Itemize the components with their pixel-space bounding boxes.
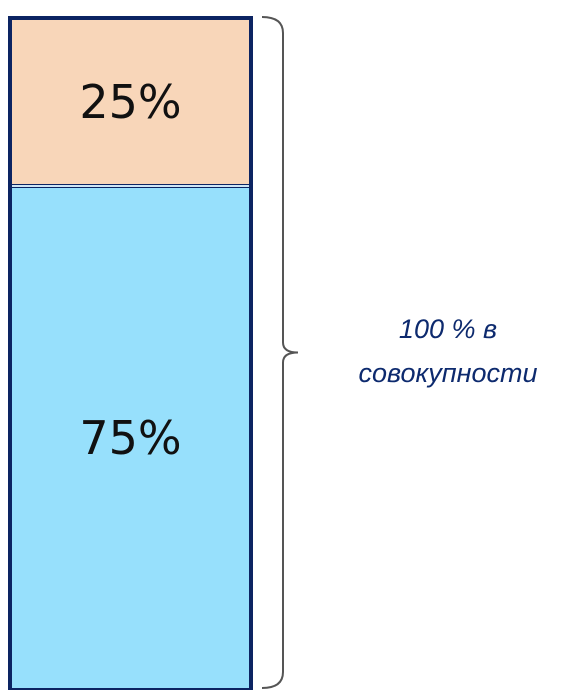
data-label-2: 25%: [79, 75, 181, 129]
total-brace: [261, 16, 299, 689]
bar-segment-1: [8, 184, 253, 690]
data-label-1: 75%: [79, 411, 181, 465]
segment-labels: 75% 25%: [79, 75, 181, 465]
bar-segment-2: [8, 16, 253, 188]
bar-stack: [8, 16, 253, 690]
total-annotation-line-2: совокупности: [358, 358, 537, 388]
total-annotation-line-1: 100 % в: [399, 314, 497, 344]
